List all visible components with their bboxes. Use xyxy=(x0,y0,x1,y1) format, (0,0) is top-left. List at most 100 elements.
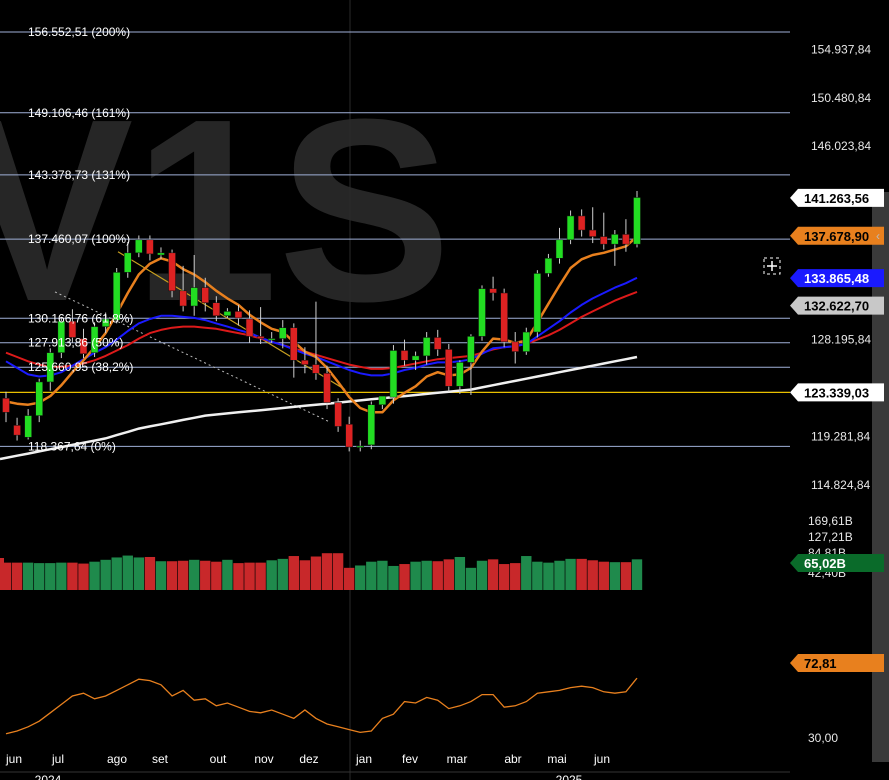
volume-bar xyxy=(0,558,4,590)
candle-body xyxy=(622,234,630,245)
volume-bar xyxy=(454,556,466,590)
volume-bar xyxy=(222,559,233,590)
candle-body xyxy=(522,331,531,352)
watermark-text: V1S xyxy=(0,66,451,356)
price-axis-tick-label: 154.937,84 xyxy=(811,43,871,57)
candle-body xyxy=(511,341,519,352)
ema-fast-price-tag: 137.678,90 xyxy=(790,226,884,245)
candle-body xyxy=(433,337,442,350)
volume-bar xyxy=(598,561,609,590)
month-label-mar: mar xyxy=(447,752,468,766)
candle-body xyxy=(533,273,542,333)
moving-average-lines xyxy=(0,235,638,461)
price-axis-tick-label: 128.195,84 xyxy=(811,333,871,347)
ema-mid-price-tag-shape xyxy=(790,269,884,288)
candle-body xyxy=(212,302,221,317)
month-label-jan: jan xyxy=(355,752,372,766)
month-label-fev: fev xyxy=(402,752,418,766)
volume-bar xyxy=(100,559,111,590)
rsi-axis-tick-label: 30,00 xyxy=(808,731,838,745)
volume-bar xyxy=(476,560,488,590)
month-label-jul: jul xyxy=(51,752,64,766)
fib-label-1: 149.106,46 (161%) xyxy=(28,106,130,120)
candle-body xyxy=(356,445,364,448)
trend-lines xyxy=(54,251,346,423)
rsi-line xyxy=(5,677,638,735)
candle-body xyxy=(400,350,409,361)
candle-body xyxy=(312,364,320,374)
volume-bar xyxy=(89,561,100,590)
volume-bar xyxy=(0,562,12,590)
ema-slow-price-tag: 132.622,70 xyxy=(790,296,884,315)
ema-slow-price-tag-text: 132.622,70 xyxy=(804,299,869,314)
volume-bar xyxy=(277,558,288,590)
volume-bar xyxy=(244,562,255,590)
volume-bar xyxy=(188,559,200,590)
volume-bar xyxy=(310,556,322,590)
candle-body xyxy=(245,318,254,337)
volume-bar xyxy=(631,559,643,590)
volume-bar xyxy=(377,560,388,590)
volume-bar xyxy=(111,557,122,590)
year-label: 2025 xyxy=(556,773,583,780)
volume-bar xyxy=(78,563,89,590)
candle-body xyxy=(112,272,121,321)
volume-bar xyxy=(576,558,587,590)
volume-bar xyxy=(432,561,443,590)
volume-bar xyxy=(366,561,377,590)
volume-bar xyxy=(56,562,67,590)
volume-bar xyxy=(155,561,167,590)
ema-fast-line xyxy=(5,235,638,414)
candle-body xyxy=(577,215,586,231)
fib-label-0: 156.552,51 (200%) xyxy=(28,25,130,39)
last-price-tag: 141.263,56 xyxy=(790,188,884,207)
candle-body xyxy=(478,288,486,337)
candle-body xyxy=(124,252,132,273)
candle-body xyxy=(588,229,597,237)
volume-bar xyxy=(67,562,78,590)
ema-mid-price-tag-text: 133.865,48 xyxy=(804,271,869,286)
month-label-nov: nov xyxy=(254,752,273,766)
candle-body xyxy=(190,287,198,307)
candlesticks xyxy=(2,190,641,452)
right-scrollbar[interactable] xyxy=(872,192,889,762)
trend-line-dotted xyxy=(54,291,331,423)
last-price-tag-text: 141.263,56 xyxy=(804,191,869,206)
fib-label-7: 118.367,64 (0%) xyxy=(28,439,116,453)
candle-body xyxy=(201,287,210,303)
volume-bar xyxy=(122,555,133,590)
volume-bar xyxy=(620,562,632,590)
candle-body xyxy=(323,373,331,403)
candle-body xyxy=(79,338,88,354)
ema-fast-price-tag-text: 137.678,90 xyxy=(804,229,869,244)
candle-body xyxy=(279,327,287,339)
ema-mid-line xyxy=(5,276,638,378)
price-axis-tick-label: 150.480,84 xyxy=(811,91,871,105)
volume-bar xyxy=(266,560,277,590)
volume-bar xyxy=(443,559,454,590)
volume-bar xyxy=(565,558,576,590)
candle-body xyxy=(101,318,110,327)
candle-body xyxy=(555,239,564,259)
collapse-chevron-icon[interactable]: ‹ xyxy=(876,229,880,243)
volume-bar xyxy=(355,565,366,590)
horizontal-line-price-tag: 123.339,03 xyxy=(790,383,884,402)
candle-body xyxy=(57,320,66,353)
candle-body xyxy=(13,425,21,436)
candle-body xyxy=(301,360,309,365)
candle-body xyxy=(168,252,176,292)
candle-body xyxy=(35,381,43,416)
candle-body xyxy=(489,288,497,294)
volume-bar xyxy=(177,560,189,590)
volume-bar xyxy=(543,562,554,590)
horizontal-line-price-tag-shape xyxy=(790,383,884,402)
crosshair-cursor-icon xyxy=(763,257,781,275)
candle-body xyxy=(500,292,508,343)
candle-body xyxy=(600,236,608,245)
volume-bar xyxy=(34,563,45,590)
trend-line-solid xyxy=(117,251,346,391)
price-axis-tick-label: 114.824,84 xyxy=(811,478,870,492)
candle-body xyxy=(334,402,342,427)
